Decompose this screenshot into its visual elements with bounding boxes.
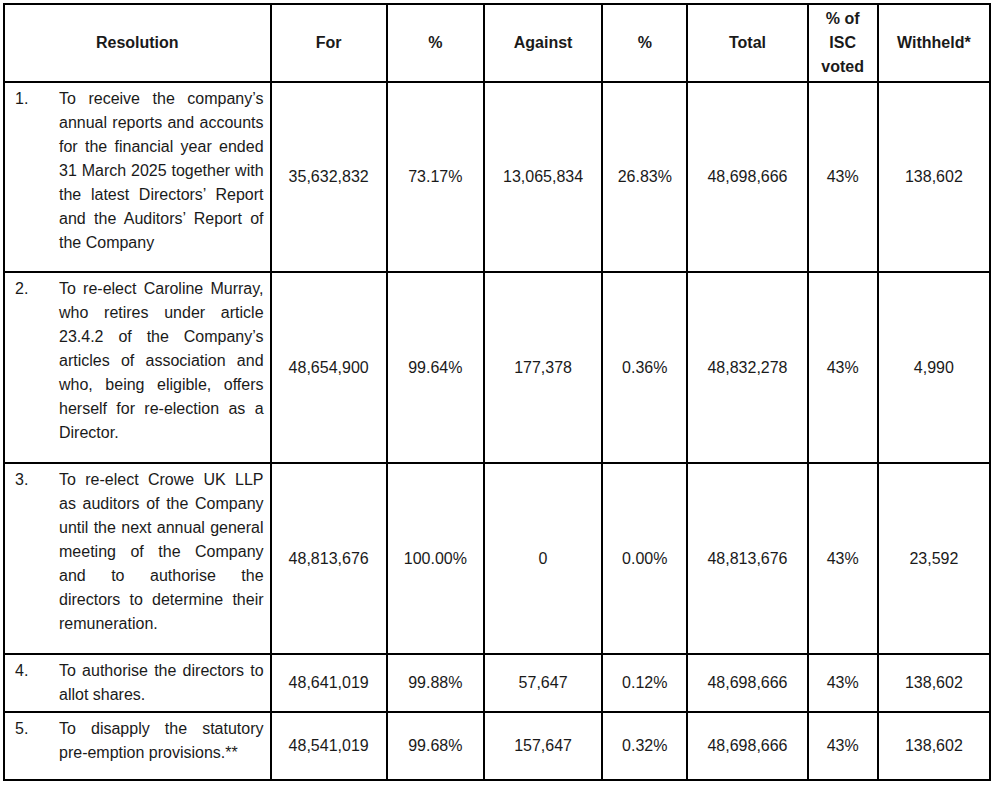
col-header-for: For [271,4,387,82]
for-votes: 48,813,676 [271,463,387,654]
for-percent: 99.68% [387,712,484,780]
table-body: 1. To receive the company’s annual repor… [4,82,990,780]
resolution-wrap: 4. To authorise the directors to allot s… [15,659,264,707]
total-votes: 48,832,278 [687,272,807,463]
for-votes: 48,541,019 [271,712,387,780]
resolution-cell: 5. To disapply the statutory pre-emption… [4,712,271,780]
withheld-votes: 138,602 [878,82,990,272]
resolution-text: To disapply the statutory pre-emption pr… [59,717,264,765]
col-header-against-percent: % [602,4,687,82]
resolution-wrap: 2. To re-elect Caroline Murray, who reti… [15,277,264,445]
table-row: 5. To disapply the statutory pre-emption… [4,712,990,780]
resolution-number: 3. [15,468,59,492]
against-percent: 0.32% [602,712,687,780]
against-votes: 57,647 [484,654,602,712]
col-header-resolution: Resolution [4,4,271,82]
col-header-isc-voted: % of ISC voted [808,4,878,82]
against-votes: 0 [484,463,602,654]
resolution-number: 1. [15,87,59,111]
table-row: 4. To authorise the directors to allot s… [4,654,990,712]
for-percent: 100.00% [387,463,484,654]
isc-voted-percent: 43% [808,712,878,780]
col-header-total: Total [687,4,807,82]
withheld-votes: 23,592 [878,463,990,654]
voting-results-table: Resolution For % Against % Total % of IS… [3,3,991,781]
for-percent: 99.88% [387,654,484,712]
resolution-number: 2. [15,277,59,301]
resolution-text: To re-elect Crowe UK LLP as auditors of … [59,468,264,636]
isc-voted-percent: 43% [808,272,878,463]
table-row: 3. To re-elect Crowe UK LLP as auditors … [4,463,990,654]
total-votes: 48,813,676 [687,463,807,654]
withheld-votes: 4,990 [878,272,990,463]
document-page: Resolution For % Against % Total % of IS… [0,0,994,787]
col-header-against: Against [484,4,602,82]
resolution-text: To authorise the directors to allot shar… [59,659,264,707]
resolution-wrap: 1. To receive the company’s annual repor… [15,87,264,255]
withheld-votes: 138,602 [878,712,990,780]
against-votes: 157,647 [484,712,602,780]
for-votes: 48,641,019 [271,654,387,712]
against-percent: 26.83% [602,82,687,272]
isc-voted-percent: 43% [808,654,878,712]
total-votes: 48,698,666 [687,82,807,272]
for-percent: 99.64% [387,272,484,463]
col-header-withheld: Withheld* [878,4,990,82]
total-votes: 48,698,666 [687,712,807,780]
for-votes: 35,632,832 [271,82,387,272]
against-percent: 0.00% [602,463,687,654]
isc-voted-percent: 43% [808,82,878,272]
resolution-cell: 3. To re-elect Crowe UK LLP as auditors … [4,463,271,654]
resolution-number: 4. [15,659,59,683]
resolution-wrap: 5. To disapply the statutory pre-emption… [15,717,264,765]
col-header-for-percent: % [387,4,484,82]
against-votes: 13,065,834 [484,82,602,272]
resolution-text: To re-elect Caroline Murray, who retires… [59,277,264,445]
resolution-cell: 1. To receive the company’s annual repor… [4,82,271,272]
header-row: Resolution For % Against % Total % of IS… [4,4,990,82]
isc-voted-percent: 43% [808,463,878,654]
against-percent: 0.12% [602,654,687,712]
resolution-wrap: 3. To re-elect Crowe UK LLP as auditors … [15,468,264,636]
withheld-votes: 138,602 [878,654,990,712]
total-votes: 48,698,666 [687,654,807,712]
resolution-cell: 2. To re-elect Caroline Murray, who reti… [4,272,271,463]
for-percent: 73.17% [387,82,484,272]
resolution-cell: 4. To authorise the directors to allot s… [4,654,271,712]
for-votes: 48,654,900 [271,272,387,463]
against-votes: 177,378 [484,272,602,463]
resolution-number: 5. [15,717,59,741]
resolution-text: To receive the company’s annual reports … [59,87,264,255]
table-row: 2. To re-elect Caroline Murray, who reti… [4,272,990,463]
against-percent: 0.36% [602,272,687,463]
table-row: 1. To receive the company’s annual repor… [4,82,990,272]
